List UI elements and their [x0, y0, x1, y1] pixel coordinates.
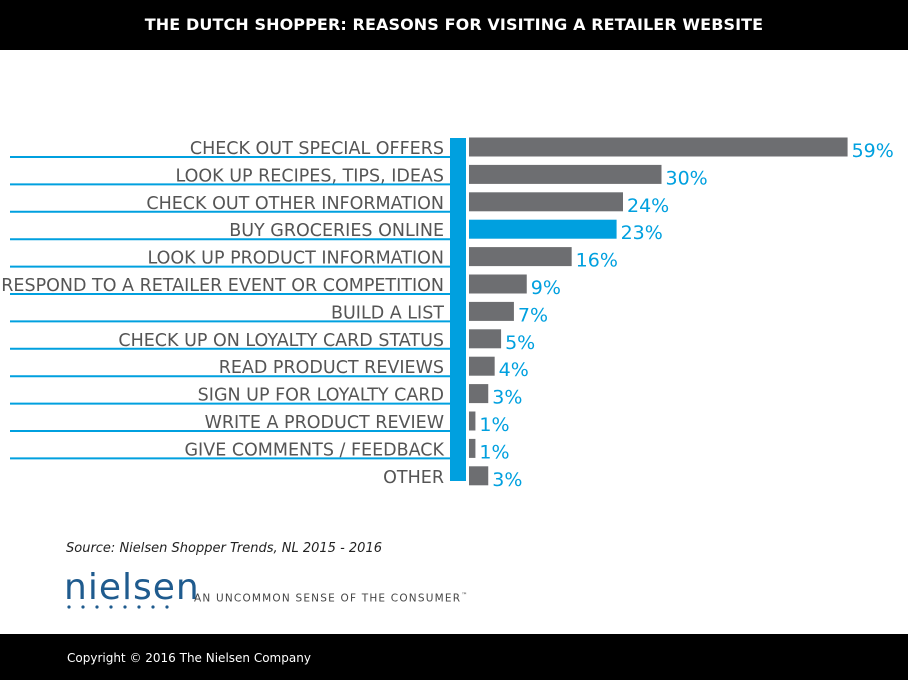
- copyright-text: Copyright © 2016 The Nielsen Company: [67, 651, 311, 665]
- category-label: GIVE COMMENTS / FEEDBACK: [185, 440, 445, 460]
- bar: [469, 356, 495, 376]
- value-label: 1%: [479, 414, 509, 436]
- bar: [469, 301, 514, 321]
- page-title: THE DUTCH SHOPPER: REASONS FOR VISITING …: [144, 15, 764, 34]
- logo-dots: [67, 605, 169, 609]
- bar: [469, 384, 489, 404]
- category-label: CHECK OUT SPECIAL OFFERS: [190, 139, 444, 159]
- value-label: 3%: [492, 387, 522, 409]
- bar: [469, 329, 502, 349]
- nielsen-logo: nielsen: [64, 567, 200, 608]
- value-label: 5%: [505, 332, 535, 354]
- category-label: CHECK UP ON LOYALTY CARD STATUS: [118, 331, 444, 351]
- axis-strip: [450, 138, 466, 481]
- value-label: 3%: [492, 469, 522, 490]
- brand-tagline: AN UNCOMMON SENSE OF THE CONSUMER™: [194, 592, 469, 605]
- bar: [469, 247, 572, 267]
- bar: [469, 411, 476, 431]
- category-label: WRITE A PRODUCT REVIEW: [205, 413, 444, 433]
- category-label: CHECK OUT OTHER INFORMATION: [146, 194, 444, 214]
- value-label: 16%: [576, 250, 618, 272]
- value-label: 4%: [499, 359, 529, 381]
- source-note: Source: Nielsen Shopper Trends, NL 2015 …: [66, 541, 382, 556]
- category-label: READ PRODUCT REVIEWS: [219, 358, 444, 378]
- category-label: BUILD A LIST: [331, 303, 444, 323]
- footer-bar: Copyright © 2016 The Nielsen Company: [0, 634, 908, 680]
- bar: [469, 466, 489, 486]
- category-label: BUY GROCERIES ONLINE: [229, 221, 444, 241]
- header-bar: THE DUTCH SHOPPER: REASONS FOR VISITING …: [0, 0, 908, 50]
- value-label: 7%: [518, 304, 548, 326]
- category-label: RESPOND TO A RETAILER EVENT OR COMPETITI…: [1, 276, 444, 296]
- bar: [469, 137, 848, 157]
- value-label: 24%: [627, 195, 669, 217]
- value-label: 23%: [621, 222, 663, 244]
- category-label: SIGN UP FOR LOYALTY CARD: [198, 386, 444, 406]
- bar: [469, 274, 527, 294]
- value-label: 1%: [479, 441, 509, 463]
- category-label: LOOK UP RECIPES, TIPS, IDEAS: [176, 166, 445, 186]
- bar: [469, 192, 623, 212]
- bar-chart: CHECK OUT SPECIAL OFFERS 59% LOOK UP RECIP…: [1, 137, 894, 490]
- value-label: 9%: [531, 277, 561, 299]
- value-label: 59%: [852, 140, 894, 162]
- category-label: LOOK UP PRODUCT INFORMATION: [147, 249, 444, 269]
- bar: [469, 438, 476, 458]
- value-label: 30%: [666, 167, 708, 189]
- bar: [469, 219, 617, 239]
- bar: [469, 164, 662, 184]
- category-label: OTHER: [383, 468, 444, 488]
